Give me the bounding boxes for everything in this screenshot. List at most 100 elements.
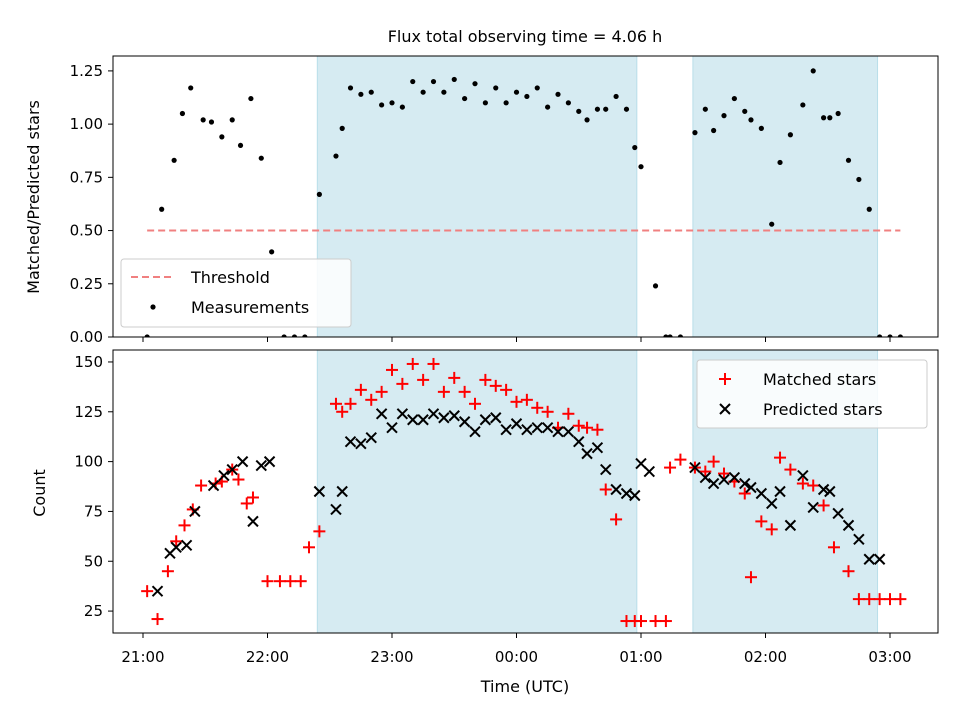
matched-star-point [303, 541, 315, 554]
x-stroke-b [336, 485, 348, 498]
x-stroke-b [365, 431, 377, 444]
matched-star-point [541, 405, 554, 418]
top-shaded-intervals [316, 56, 879, 337]
predicted-star-point [448, 410, 460, 422]
count-points [141, 357, 907, 628]
x-stroke-b [396, 408, 409, 420]
measurement-point [555, 91, 561, 97]
predicted-star-point [396, 408, 409, 420]
x-stroke-b [469, 426, 481, 438]
predicted-star-point [689, 461, 701, 474]
matched-star-point [406, 357, 419, 370]
measurement-point [565, 100, 571, 106]
x-stroke-b [739, 477, 751, 490]
predicted-star-point [807, 501, 819, 514]
x-stroke-b [755, 487, 768, 500]
x-stroke-b [427, 408, 440, 420]
predicted-star-point [581, 447, 593, 460]
top-y-ticks: 0.00 0.25 0.50 0.75 1.00 1.25 [70, 62, 113, 346]
matched-star-point [674, 453, 687, 466]
measurement-point [663, 334, 669, 337]
measurement-point [503, 100, 509, 106]
x-stroke-b [873, 553, 886, 565]
predicted-star-point [490, 412, 502, 424]
predicted-star-point [170, 541, 182, 554]
bottom-y-axis-label: Count [30, 469, 49, 517]
x-stroke-b [581, 447, 593, 460]
legend-predicted-label: Predicted stars [763, 400, 883, 419]
matched-star-point [599, 483, 612, 496]
predicted-star-point [247, 515, 259, 528]
predicted-star-point [610, 483, 622, 496]
measurement-point [144, 334, 150, 337]
x-stroke-b [824, 485, 836, 498]
measurement-point [576, 108, 582, 114]
x-stroke-b [263, 455, 276, 468]
top-panel: 0.00 0.25 0.50 0.75 1.00 1.25 Matched/Predict… [24, 55, 939, 346]
predicted-star-point [842, 519, 855, 532]
predicted-star-point [180, 539, 193, 552]
matched-star-point [581, 421, 594, 434]
predicted-star-point [344, 435, 357, 448]
matched-star-point [365, 393, 378, 406]
measurement-point [472, 81, 478, 87]
measurement-point [281, 334, 287, 337]
predicted-star-point [824, 485, 836, 498]
x-stroke-b [600, 463, 612, 476]
x-stroke-b [313, 485, 326, 498]
bottom-legend-box [696, 359, 928, 429]
matched-star-point [699, 465, 712, 478]
x-stroke-b [407, 414, 419, 426]
x-stroke-b [180, 539, 193, 552]
x-stroke-b [207, 479, 220, 492]
predicted-star-point [207, 479, 220, 492]
matched-star-point [448, 371, 461, 384]
measurement-point [291, 334, 298, 337]
top-y-tick-label: 0.75 [70, 168, 103, 186]
shaded-interval [692, 56, 879, 337]
measurement-point [711, 127, 717, 134]
measurement-point [333, 153, 339, 159]
measurement-point [692, 130, 698, 136]
bottom-panel: 25 50 75 100 125 150 21:00 22:00 23:00 00:00 01:0… [30, 349, 939, 696]
measurement-point [731, 95, 737, 102]
measurement-point [623, 106, 630, 112]
measurement-point [358, 91, 364, 97]
measurement-point [462, 95, 468, 102]
shaded-interval [316, 56, 638, 337]
predicted-star-point [620, 487, 633, 500]
x-stroke-b [236, 455, 249, 468]
top-y-tick-label: 1.00 [70, 115, 103, 133]
bottom-y-tick-label: 100 [74, 453, 103, 471]
measurement-point [208, 119, 215, 125]
measurement-point [229, 117, 235, 123]
legend-threshold-label: Threshold [190, 268, 270, 287]
matched-star-point [161, 565, 174, 578]
matched-star-point [718, 467, 730, 480]
measurement-point [258, 155, 264, 161]
matched-star-point [336, 405, 349, 418]
predicted-star-point [562, 426, 575, 438]
predicted-star-point [218, 469, 230, 482]
predicted-star-point [438, 412, 450, 424]
x-stroke-b [718, 473, 730, 486]
matched-star-point [591, 423, 604, 436]
predicted-star-point [531, 422, 543, 434]
x-stroke-b [510, 418, 523, 430]
measurement-point [524, 93, 530, 100]
x-stroke-b [629, 489, 641, 502]
x-stroke-b [817, 483, 830, 496]
predicted-star-point [521, 424, 533, 436]
measurement-point [269, 249, 275, 255]
x-tick-label: 21:00 [121, 648, 164, 666]
x-stroke-b [500, 424, 512, 436]
x-stroke-b [699, 471, 712, 484]
predicted-star-point [718, 473, 730, 486]
matched-star-point [738, 487, 751, 500]
predicted-star-point [236, 455, 249, 468]
predicted-star-point [469, 426, 481, 438]
predicted-star-point [832, 507, 844, 520]
measurement-point [399, 104, 405, 110]
matched-star-point [261, 575, 274, 588]
x-stroke-b [766, 497, 778, 510]
